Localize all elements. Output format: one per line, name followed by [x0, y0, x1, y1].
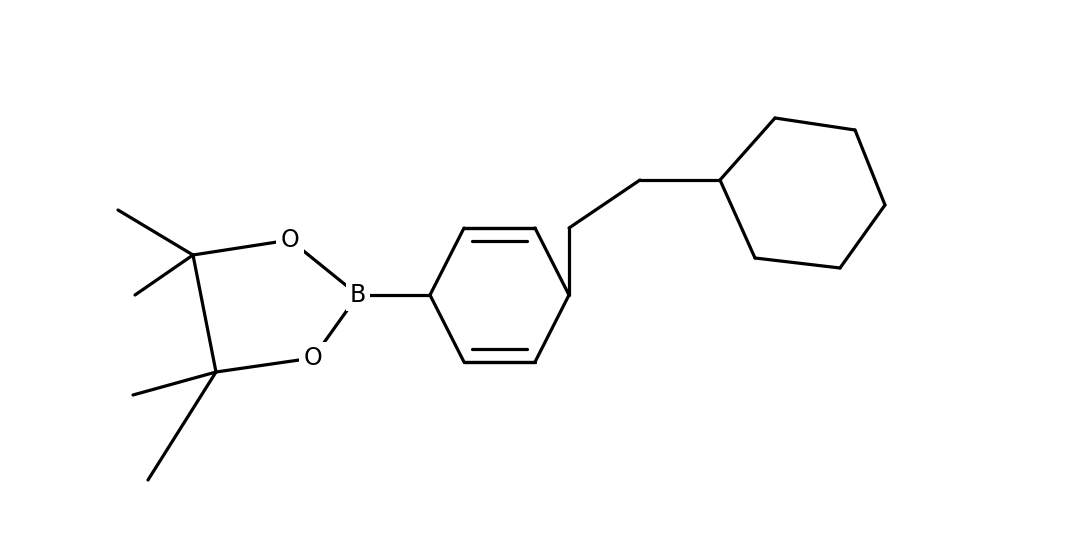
Text: B: B — [349, 283, 367, 307]
Text: O: O — [303, 346, 323, 370]
Text: O: O — [281, 228, 299, 252]
